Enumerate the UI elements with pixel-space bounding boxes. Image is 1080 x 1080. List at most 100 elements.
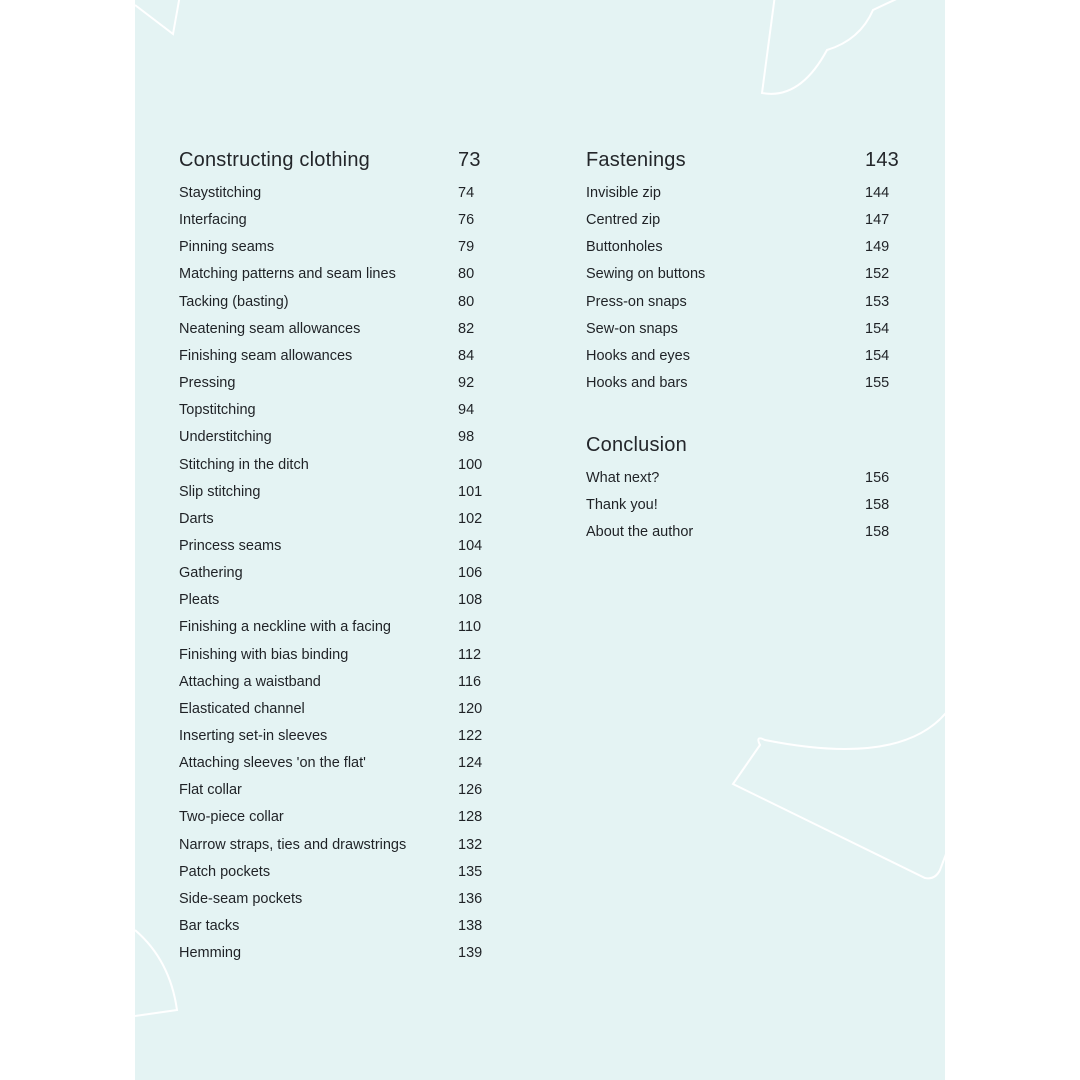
- toc-entry[interactable]: Matching patterns and seam lines 80: [179, 264, 498, 284]
- toc-entry[interactable]: Press-on snaps 153: [586, 292, 905, 312]
- entry-title: Interfacing: [179, 212, 247, 229]
- entry-page-number: 155: [865, 375, 890, 392]
- toc-entry[interactable]: Slip stitching 101: [179, 482, 498, 502]
- toc-entry[interactable]: Understitching 98: [179, 427, 498, 447]
- entry-title: Matching patterns and seam lines: [179, 266, 396, 283]
- entry-title: About the author: [586, 524, 694, 541]
- toc-entry[interactable]: Staystitching 74: [179, 183, 498, 203]
- toc-entry[interactable]: Hooks and eyes 154: [586, 346, 905, 366]
- entry-page-number: 84: [458, 347, 475, 364]
- entry-page-number: 153: [865, 293, 890, 310]
- toc-entry[interactable]: Finishing with bias binding 112: [179, 645, 498, 665]
- entry-page-number: 116: [458, 673, 482, 690]
- entry-page-number: 74: [458, 185, 475, 201]
- toc-entry[interactable]: Pleats 108: [179, 590, 498, 610]
- entry-title: Two-piece collar: [179, 809, 284, 826]
- toc-entry[interactable]: Neatening seam allowances 82: [179, 319, 498, 339]
- entry-title: Buttonholes: [586, 239, 663, 256]
- entry-title: Patch pockets: [179, 863, 271, 880]
- entry-page-number: 124: [458, 755, 483, 772]
- toc-entry[interactable]: Side-seam pockets 136: [179, 889, 498, 909]
- toc-entry[interactable]: Attaching a waistband 116: [179, 672, 498, 692]
- toc-entry[interactable]: Bar tacks 138: [179, 916, 498, 936]
- toc-entry[interactable]: Pressing 92: [179, 373, 498, 393]
- toc-entry[interactable]: Thank you! 158: [586, 495, 905, 515]
- toc-entry[interactable]: Tacking (basting) 80: [179, 292, 498, 312]
- toc-entry[interactable]: Princess seams 104: [179, 536, 498, 556]
- entry-title: Pinning seams: [179, 239, 275, 256]
- entry-page-number: 158: [865, 497, 890, 514]
- toc-entry[interactable]: Flat collar 126: [179, 780, 498, 800]
- entry-page-number: 104: [458, 537, 483, 554]
- entry-title: Hooks and eyes: [586, 347, 690, 364]
- entry-page-number: 82: [458, 320, 475, 337]
- section-heading[interactable]: Conclusion: [586, 433, 905, 457]
- toc-entry[interactable]: Sewing on buttons 152: [586, 264, 905, 284]
- entry-title: Neatening seam allowances: [179, 320, 361, 337]
- entry-page-number: 79: [458, 239, 475, 256]
- toc-entry[interactable]: Patch pockets 135: [179, 862, 498, 882]
- toc-entry[interactable]: Elasticated channel 120: [179, 699, 498, 719]
- toc-entry[interactable]: Sew-on snaps 154: [586, 319, 905, 339]
- entry-title: Hemming: [179, 945, 242, 962]
- entry-title: Pleats: [179, 592, 220, 609]
- section-heading[interactable]: Constructing clothing 73: [179, 148, 498, 172]
- entry-title: Attaching sleeves 'on the flat': [179, 755, 366, 772]
- toc-page: Constructing clothing 73 Staystitching 74 In…: [135, 0, 945, 1080]
- entry-title: Bar tacks: [179, 918, 240, 935]
- toc-entry[interactable]: Centred zip 147: [586, 210, 905, 230]
- pattern-outline-top-left: [135, 0, 181, 36]
- entry-page-number: 94: [458, 402, 475, 419]
- entry-page-number: 136: [458, 890, 483, 907]
- entry-title: Finishing seam allowances: [179, 347, 353, 364]
- entry-title: Press-on snaps: [586, 293, 687, 310]
- toc-entry[interactable]: Attaching sleeves 'on the flat' 124: [179, 753, 498, 773]
- toc-entry[interactable]: Finishing seam allowances 84: [179, 346, 498, 366]
- entry-title: Side-seam pockets: [179, 890, 303, 907]
- entry-page-number: 98: [458, 429, 475, 446]
- entry-title: Pressing: [179, 375, 236, 392]
- toc-entry[interactable]: Topstitching 94: [179, 400, 498, 420]
- toc-entry[interactable]: Pinning seams 79: [179, 237, 498, 257]
- toc-entry[interactable]: Inserting set-in sleeves 122: [179, 726, 498, 746]
- entry-page-number: 128: [458, 809, 483, 826]
- entry-title: Darts: [179, 510, 214, 527]
- toc-entry[interactable]: Stitching in the ditch 100: [179, 455, 498, 475]
- entry-title: Stitching in the ditch: [179, 456, 309, 473]
- entry-page-number: 76: [458, 212, 475, 229]
- entry-page-number: 112: [458, 646, 482, 663]
- entry-page-number: 158: [865, 524, 890, 541]
- entry-page-number: 139: [458, 945, 483, 962]
- toc-entry[interactable]: Gathering 106: [179, 563, 498, 583]
- section-title: Fastenings: [586, 149, 686, 171]
- entry-page-number: 122: [458, 728, 483, 744]
- toc-entry[interactable]: Invisible zip 144: [586, 183, 905, 203]
- toc-entry[interactable]: Finishing a neckline with a facing 110: [179, 617, 498, 637]
- entry-page-number: 101: [458, 483, 483, 500]
- toc-entry[interactable]: What next? 156: [586, 468, 905, 488]
- entry-page-number: 152: [865, 266, 890, 283]
- entry-page-number: 149: [865, 239, 890, 256]
- entry-page-number: 135: [458, 863, 483, 880]
- pattern-outline-top-right: [760, 0, 897, 95]
- entry-title: What next?: [586, 470, 660, 486]
- pattern-outline-bottom-left: [135, 929, 179, 1017]
- section-heading[interactable]: Fastenings 143: [586, 148, 905, 172]
- entry-title: Centred zip: [586, 212, 661, 229]
- entry-title: Tacking (basting): [179, 293, 289, 310]
- entry-title: Princess seams: [179, 537, 282, 554]
- toc-entry[interactable]: Interfacing 76: [179, 210, 498, 230]
- entry-title: Gathering: [179, 565, 243, 582]
- toc-entry[interactable]: Buttonholes 149: [586, 237, 905, 257]
- entry-title: Elasticated channel: [179, 700, 305, 717]
- toc-entry[interactable]: Narrow straps, ties and drawstrings 132: [179, 835, 498, 855]
- entry-page-number: 120: [458, 700, 483, 717]
- entry-title: Finishing with bias binding: [179, 646, 349, 663]
- toc-entry[interactable]: Two-piece collar 128: [179, 807, 498, 827]
- toc-entry[interactable]: Hemming 139: [179, 943, 498, 963]
- toc-entry[interactable]: About the author 158: [586, 522, 905, 542]
- entry-title: Slip stitching: [179, 483, 261, 500]
- entry-title: Narrow straps, ties and drawstrings: [179, 836, 407, 853]
- toc-entry[interactable]: Hooks and bars 155: [586, 373, 905, 393]
- toc-entry[interactable]: Darts 102: [179, 509, 498, 529]
